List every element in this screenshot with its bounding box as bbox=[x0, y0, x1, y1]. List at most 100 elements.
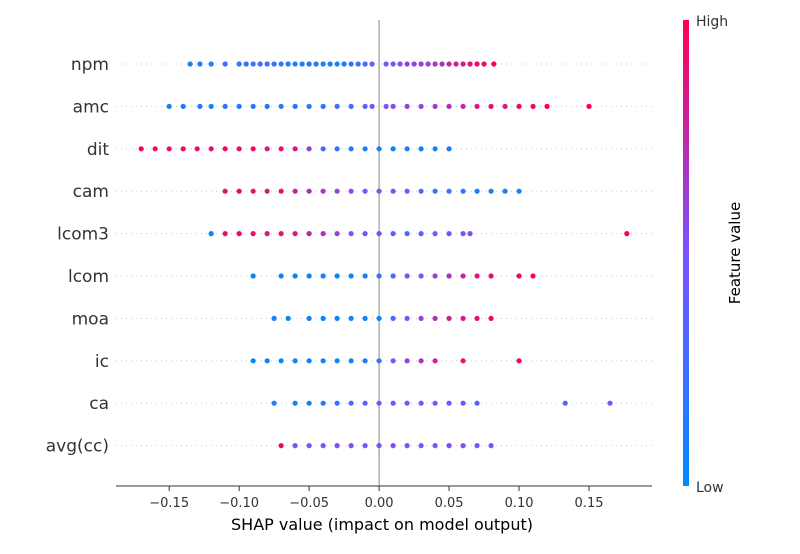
shap-dot bbox=[348, 315, 354, 321]
shap-dot bbox=[355, 61, 361, 67]
shap-dot bbox=[418, 103, 424, 109]
shap-dot bbox=[376, 315, 382, 321]
shap-dot bbox=[544, 103, 550, 109]
shap-dot bbox=[446, 273, 452, 279]
shap-dot bbox=[418, 231, 424, 237]
shap-dot bbox=[362, 400, 368, 406]
x-tick-label: 0.15 bbox=[575, 496, 604, 511]
shap-dot bbox=[446, 443, 452, 449]
shap-dot bbox=[348, 231, 354, 237]
shap-dot bbox=[390, 443, 396, 449]
feature-label: moa bbox=[72, 309, 109, 329]
shap-dot bbox=[390, 61, 396, 67]
colorbar-gradient bbox=[683, 20, 689, 486]
shap-dot bbox=[376, 443, 382, 449]
shap-dot bbox=[222, 103, 228, 109]
shap-dot bbox=[432, 188, 438, 194]
shap-dot bbox=[306, 231, 312, 237]
shap-dot bbox=[390, 188, 396, 194]
shap-dot bbox=[362, 358, 368, 364]
colorbar-low-label: Low bbox=[696, 480, 724, 496]
shap-dot bbox=[278, 103, 284, 109]
shap-dot bbox=[334, 146, 340, 152]
shap-dot bbox=[460, 443, 466, 449]
shap-dot bbox=[418, 358, 424, 364]
shap-dot bbox=[453, 61, 459, 67]
x-tick-label: −0.10 bbox=[219, 496, 259, 511]
x-axis-label: SHAP value (impact on model output) bbox=[231, 515, 533, 534]
shap-dot bbox=[418, 273, 424, 279]
colorbar-title: Feature value bbox=[726, 202, 744, 304]
shap-dot bbox=[334, 103, 340, 109]
shap-dot bbox=[404, 443, 410, 449]
shap-dot bbox=[271, 315, 277, 321]
shap-dot bbox=[187, 61, 193, 67]
x-tick-label: −0.05 bbox=[289, 496, 329, 511]
shap-dot bbox=[292, 61, 298, 67]
shap-dot bbox=[348, 443, 354, 449]
shap-dot bbox=[197, 61, 203, 67]
shap-dot bbox=[376, 146, 382, 152]
shap-dot bbox=[502, 188, 508, 194]
shap-dot bbox=[362, 315, 368, 321]
shap-dot bbox=[334, 273, 340, 279]
shap-dot bbox=[376, 188, 382, 194]
shap-dot bbox=[292, 146, 298, 152]
shap-dot bbox=[362, 273, 368, 279]
shap-dot bbox=[278, 273, 284, 279]
shap-dot bbox=[320, 315, 326, 321]
shap-dot bbox=[460, 315, 466, 321]
shap-dot bbox=[411, 61, 417, 67]
shap-dot bbox=[292, 231, 298, 237]
shap-dot bbox=[460, 231, 466, 237]
shap-dot bbox=[467, 231, 473, 237]
shap-dot bbox=[474, 273, 480, 279]
shap-dot bbox=[586, 103, 592, 109]
shap-dot bbox=[432, 443, 438, 449]
shap-dot bbox=[271, 400, 277, 406]
feature-label: ic bbox=[95, 352, 109, 372]
shap-dot bbox=[320, 188, 326, 194]
feature-label: amc bbox=[73, 97, 109, 117]
shap-dot bbox=[166, 146, 172, 152]
shap-dot bbox=[516, 358, 522, 364]
shap-dot bbox=[250, 358, 256, 364]
shap-dot bbox=[306, 146, 312, 152]
shap-dot bbox=[446, 146, 452, 152]
shap-dot bbox=[446, 188, 452, 194]
shap-dot bbox=[320, 146, 326, 152]
shap-dot bbox=[138, 146, 144, 152]
shap-dot bbox=[299, 61, 305, 67]
shap-dot bbox=[362, 188, 368, 194]
shap-dot bbox=[306, 61, 312, 67]
shap-dot bbox=[264, 61, 270, 67]
shap-dot bbox=[306, 443, 312, 449]
shap-dot bbox=[446, 61, 452, 67]
shap-dot bbox=[418, 400, 424, 406]
shap-dot bbox=[264, 188, 270, 194]
shap-dot bbox=[208, 146, 214, 152]
shap-dot bbox=[278, 146, 284, 152]
shap-dot bbox=[327, 61, 333, 67]
shap-dot bbox=[439, 61, 445, 67]
shap-dot bbox=[313, 61, 319, 67]
shap-dot bbox=[180, 103, 186, 109]
shap-dot bbox=[208, 231, 214, 237]
shap-dot bbox=[285, 315, 291, 321]
shap-dot bbox=[404, 400, 410, 406]
shap-dot bbox=[292, 443, 298, 449]
shap-dot bbox=[278, 443, 284, 449]
shap-dot bbox=[418, 61, 424, 67]
feature-label: lcom bbox=[68, 267, 109, 287]
shap-dot bbox=[362, 231, 368, 237]
shap-dot bbox=[404, 315, 410, 321]
shap-dot bbox=[446, 400, 452, 406]
shap-dot bbox=[460, 358, 466, 364]
shap-dot bbox=[446, 103, 452, 109]
shap-dot bbox=[306, 188, 312, 194]
shap-dot bbox=[250, 231, 256, 237]
shap-dot bbox=[348, 358, 354, 364]
shap-dot bbox=[404, 188, 410, 194]
shap-dot bbox=[474, 103, 480, 109]
shap-dot bbox=[474, 61, 480, 67]
